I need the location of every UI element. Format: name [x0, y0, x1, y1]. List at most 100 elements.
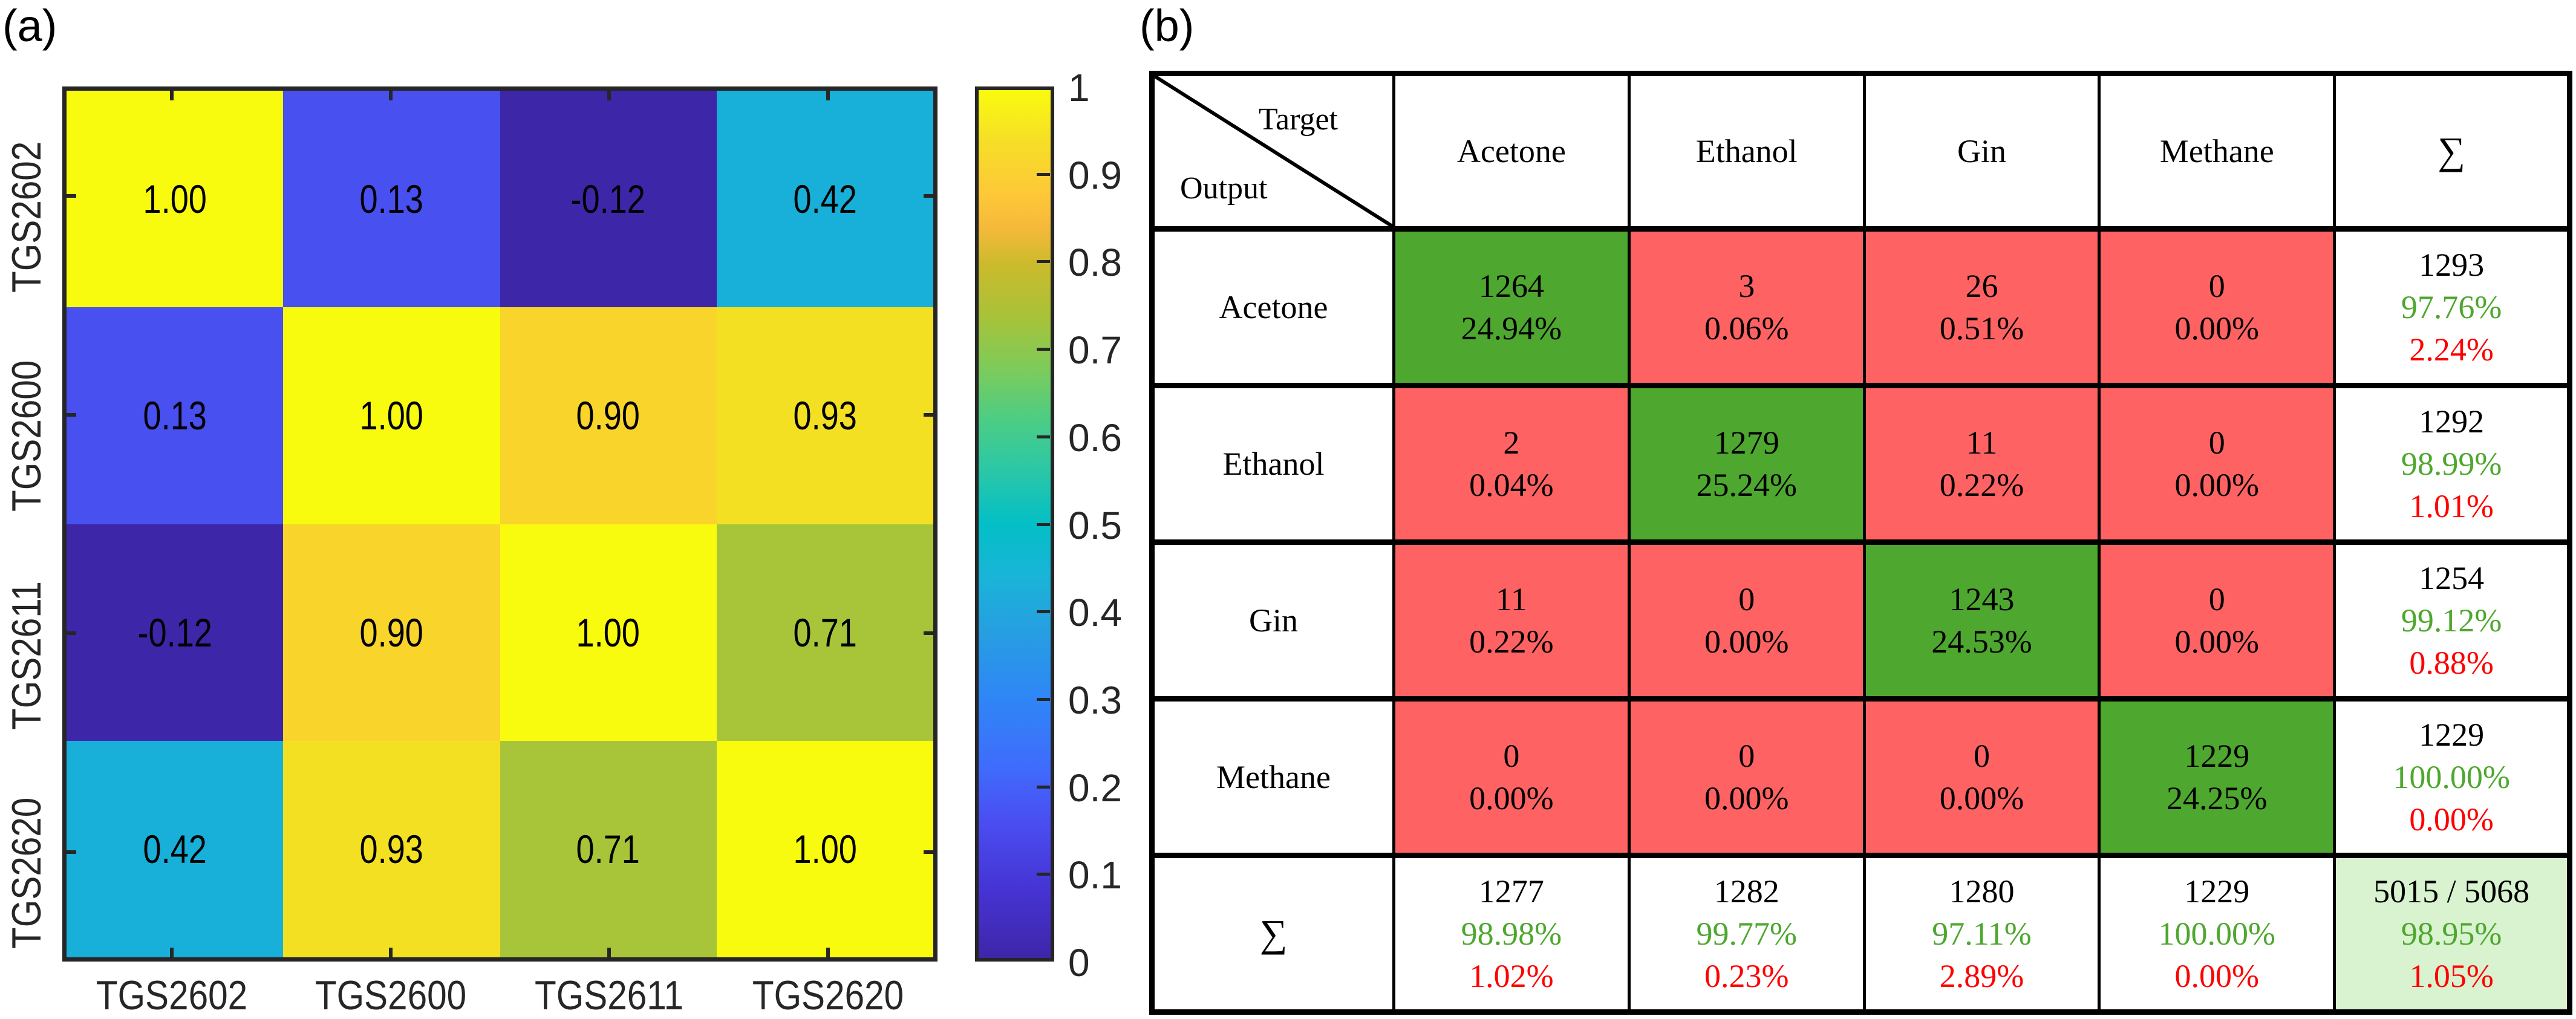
- axis-tick: [388, 91, 393, 100]
- cell-percent: 24.25%: [2167, 780, 2268, 816]
- cell-percent: 0.22%: [1939, 467, 2024, 503]
- row-total-count: 1292: [2419, 403, 2485, 440]
- heatmap-cell: 0.13: [283, 91, 500, 308]
- heatmap-cell-value: 0.93: [359, 826, 424, 871]
- y-axis-label: TGS2600: [4, 360, 50, 512]
- correct-cell: 1243 24.53%: [1862, 539, 2101, 700]
- colorbar-tick-label: 0.7: [1068, 328, 1122, 373]
- cell-percent: 24.53%: [1931, 623, 2032, 660]
- heatmap-cell: 0.71: [716, 524, 933, 741]
- correct-cell: 1229 24.25%: [2098, 696, 2336, 857]
- heatmap-cell-value: 1.00: [793, 826, 857, 871]
- column-total-cell: 1280 97.11% 2.89%: [1862, 853, 2101, 1014]
- misclassified-cell: 11 0.22%: [1862, 383, 2101, 544]
- col-header-ethanol: Ethanol: [1627, 72, 1866, 230]
- confusion-matrix-table: Target Output Acetone Ethanol Gin Methan…: [1149, 71, 2572, 1015]
- colorbar-tick-label: 0: [1068, 941, 1090, 985]
- heatmap-cell-value: 0.42: [793, 177, 857, 222]
- heatmap-cell-value: 1.00: [143, 177, 207, 222]
- cell-percent: 0.04%: [1469, 467, 1554, 503]
- heatmap-cell-value: 0.71: [793, 610, 857, 655]
- column-error-percent: 2.89%: [1939, 958, 2024, 995]
- misclassified-cell: 0 0.00%: [1627, 696, 1866, 857]
- axis-tick: [924, 194, 933, 198]
- cell-percent: 0.00%: [2174, 623, 2260, 660]
- colorbar-tick-label: 0.9: [1068, 153, 1122, 197]
- column-correct-percent: 100.00%: [2158, 915, 2276, 952]
- row-total-cell: 1292 98.99% 1.01%: [2333, 383, 2571, 544]
- x-axis-label: TGS2602: [96, 972, 248, 1018]
- row-header: Acetone: [1150, 226, 1395, 387]
- colorbar-tick: [1037, 610, 1050, 614]
- colorbar-tick: [1037, 172, 1050, 176]
- heatmap-grid: 1.00 0.13 -0.12 0.42 0.13 1.00 0.90 0.93 -0.12 0.…: [67, 91, 933, 957]
- misclassified-cell: 0 0.00%: [2098, 539, 2336, 700]
- heatmap-cell: 1.00: [283, 307, 500, 524]
- heatmap-cell-value: 0.71: [576, 826, 641, 871]
- cell-count: 1229: [2184, 737, 2250, 774]
- axis-tick: [607, 948, 611, 957]
- heatmap-cell: 1.00: [716, 740, 933, 957]
- x-axis-label: TGS2611: [535, 972, 684, 1018]
- row-error-percent: 1.01%: [2409, 488, 2494, 525]
- misclassified-cell: 0 0.00%: [1862, 696, 2101, 857]
- row-correct-percent: 99.12%: [2401, 602, 2502, 639]
- heatmap-cell: 0.93: [716, 307, 933, 524]
- cell-percent: 25.24%: [1696, 467, 1797, 503]
- column-total-cell: 1282 99.77% 0.23%: [1627, 853, 1866, 1014]
- cell-count: 0: [2208, 424, 2225, 461]
- colorbar-tick: [1037, 260, 1050, 264]
- row-total-cell: 1229 100.00% 0.00%: [2333, 696, 2571, 857]
- heatmap-cell-value: 1.00: [576, 610, 641, 655]
- row-correct-percent: 97.76%: [2401, 288, 2502, 325]
- y-axis-label: TGS2620: [4, 797, 50, 949]
- misclassified-cell: 0 0.00%: [2098, 383, 2336, 544]
- heatmap-cell: 0.13: [67, 307, 284, 524]
- row-correct-percent: 100.00%: [2393, 758, 2510, 795]
- column-total-count: 1229: [2184, 873, 2250, 910]
- cell-percent: 0.00%: [2174, 310, 2260, 347]
- overall-error: 1.05%: [2409, 958, 2494, 995]
- column-total-count: 1277: [1478, 873, 1544, 910]
- cell-percent: 0.22%: [1469, 623, 1554, 660]
- cell-percent: 0.00%: [1704, 780, 1789, 816]
- heatmap-cell: 1.00: [500, 524, 717, 741]
- output-label: Output: [1180, 171, 1268, 206]
- heatmap-cell-value: 0.13: [359, 177, 424, 222]
- cell-count: 0: [2208, 267, 2225, 304]
- column-correct-percent: 98.98%: [1461, 915, 1562, 952]
- axis-tick: [169, 948, 174, 957]
- axis-tick: [388, 948, 393, 957]
- cell-count: 11: [1495, 581, 1527, 617]
- row-total-count: 1229: [2419, 716, 2485, 753]
- row-total-cell: 1293 97.76% 2.24%: [2333, 226, 2571, 387]
- cell-percent: 0.06%: [1704, 310, 1789, 347]
- cell-percent: 0.00%: [1939, 780, 2024, 816]
- col-header-methane: Methane: [2098, 72, 2336, 230]
- colorbar-tick-label: 0.3: [1068, 678, 1122, 722]
- heatmap-cell-value: -0.12: [137, 610, 212, 655]
- column-totals-row: ∑ 1277 98.98% 1.02% 1282 99.77% 0.23% 1280 97.11…: [1150, 853, 2571, 1014]
- column-error-percent: 0.00%: [2174, 958, 2260, 995]
- row-header: Gin: [1150, 539, 1395, 700]
- diagonal-line-icon: [1155, 76, 1392, 226]
- column-correct-percent: 99.77%: [1696, 915, 1797, 952]
- colorbar-tick: [1037, 435, 1050, 438]
- correct-cell: 1279 25.24%: [1627, 383, 1866, 544]
- misclassified-cell: 3 0.06%: [1627, 226, 1866, 387]
- matrix-row: Ethanol 2 0.04% 1279 25.24% 11 0.22% 0 0.00% 1292…: [1150, 383, 2571, 544]
- colorbar-tick-label: 0.1: [1068, 853, 1122, 897]
- cell-percent: 0.00%: [1469, 780, 1554, 816]
- heatmap-cell: 0.71: [500, 740, 717, 957]
- misclassified-cell: 0 0.00%: [1627, 539, 1866, 700]
- cell-count: 0: [1973, 737, 1990, 774]
- overall-accuracy: 98.95%: [2401, 915, 2502, 952]
- heatmap-cell: -0.12: [500, 91, 717, 308]
- cell-count: 0: [1738, 581, 1755, 617]
- col-header-gin: Gin: [1862, 72, 2101, 230]
- heatmap-cell-value: 0.90: [359, 610, 424, 655]
- axis-tick: [924, 412, 933, 417]
- cell-count: 0: [2208, 581, 2225, 617]
- cell-count: 11: [1966, 424, 1998, 461]
- axis-tick: [67, 850, 76, 855]
